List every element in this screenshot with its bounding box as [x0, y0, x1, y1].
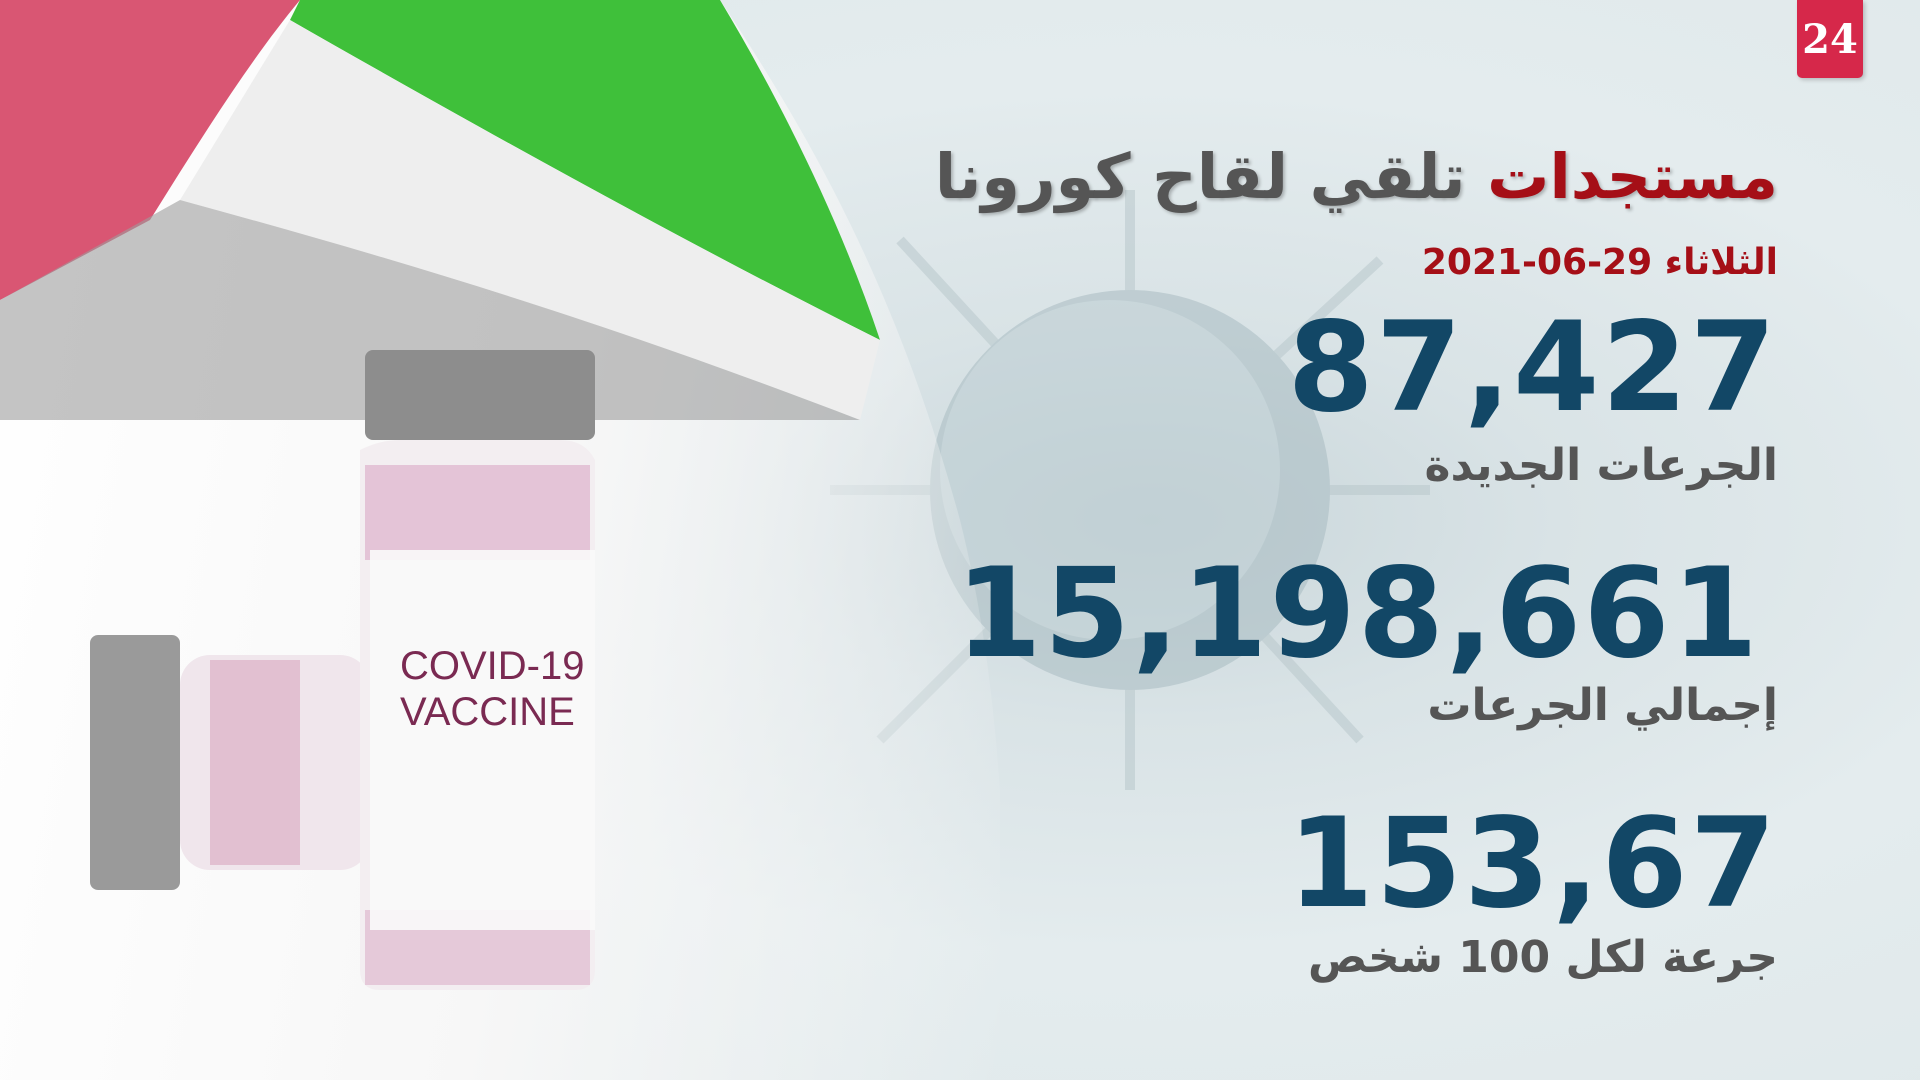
- total-doses-label: إجمالي الجرعات: [1427, 680, 1778, 731]
- report-date: الثلاثاء 2021-06-29: [1421, 242, 1778, 283]
- uae-flag: [0, 0, 880, 420]
- new-doses-value: 87,427: [1287, 296, 1778, 440]
- doses-per-100-value: 153,67: [1287, 792, 1778, 936]
- virus-illustration: [830, 190, 1430, 790]
- vaccine-vials: [90, 350, 595, 990]
- total-doses-value: 15,198,661: [955, 542, 1760, 686]
- vial-label: COVID-19 VACCINE: [400, 644, 585, 734]
- channel-logo: 24: [1797, 0, 1863, 78]
- vial-standing: [360, 350, 595, 990]
- vial-lying: [90, 635, 370, 890]
- doses-per-100-label: جرعة لكل 100 شخص: [1307, 932, 1778, 983]
- page-title: مستجدات تلقي لقاح كورونا: [934, 140, 1778, 213]
- new-doses-label: الجرعات الجديدة: [1424, 440, 1778, 491]
